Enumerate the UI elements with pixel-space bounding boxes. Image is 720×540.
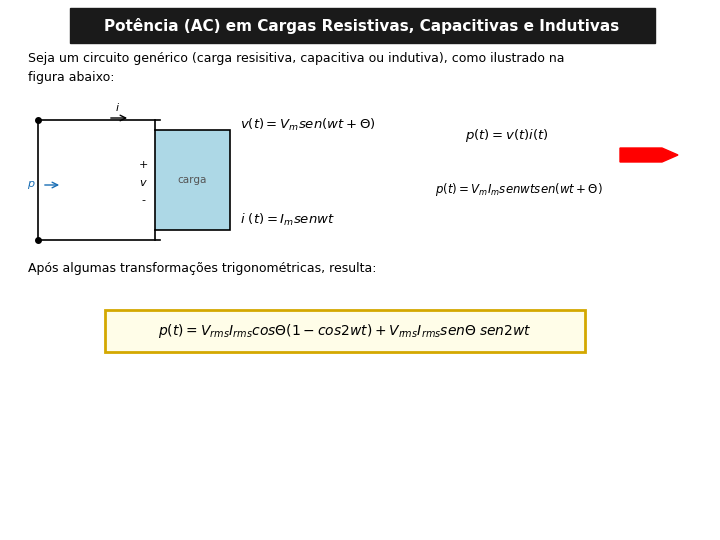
Text: Seja um circuito genérico (carga resisitiva, capacitiva ou indutiva), como ilust: Seja um circuito genérico (carga resisit…	[28, 52, 564, 84]
Text: $p(t) = v(t)i(t)$: $p(t) = v(t)i(t)$	[465, 126, 549, 144]
Text: Potência (AC) em Cargas Resistivas, Capacitivas e Indutivas: Potência (AC) em Cargas Resistivas, Capa…	[104, 18, 620, 34]
Bar	[155, 130, 230, 230]
FancyArrow shape	[620, 148, 678, 162]
Text: $v$: $v$	[139, 178, 148, 188]
Bar	[70, 8, 655, 43]
Bar	[105, 310, 585, 352]
Text: -: -	[141, 195, 145, 205]
Text: $i\ (t) = I_m senwt$: $i\ (t) = I_m senwt$	[240, 212, 335, 228]
Text: Após algumas transformações trigonométricas, resulta:: Após algumas transformações trigonométri…	[28, 262, 377, 275]
Text: $p$: $p$	[27, 179, 36, 191]
Text: +: +	[138, 160, 148, 170]
Text: $i$: $i$	[115, 101, 120, 113]
Text: $p(t)= V_{rms}I_{rms}cos\Theta(1-cos2wt) + V_{rms}I_{rms}sen\Theta\; sen2wt$: $p(t)= V_{rms}I_{rms}cos\Theta(1-cos2wt)…	[158, 322, 532, 340]
Text: $p(t) = V_m I_m senwtsen(wt + \Theta)$: $p(t) = V_m I_m senwtsen(wt + \Theta)$	[435, 181, 603, 199]
Text: $v(t) = V_m sen(wt + \Theta)$: $v(t) = V_m sen(wt + \Theta)$	[240, 117, 375, 133]
Text: carga: carga	[177, 175, 207, 185]
